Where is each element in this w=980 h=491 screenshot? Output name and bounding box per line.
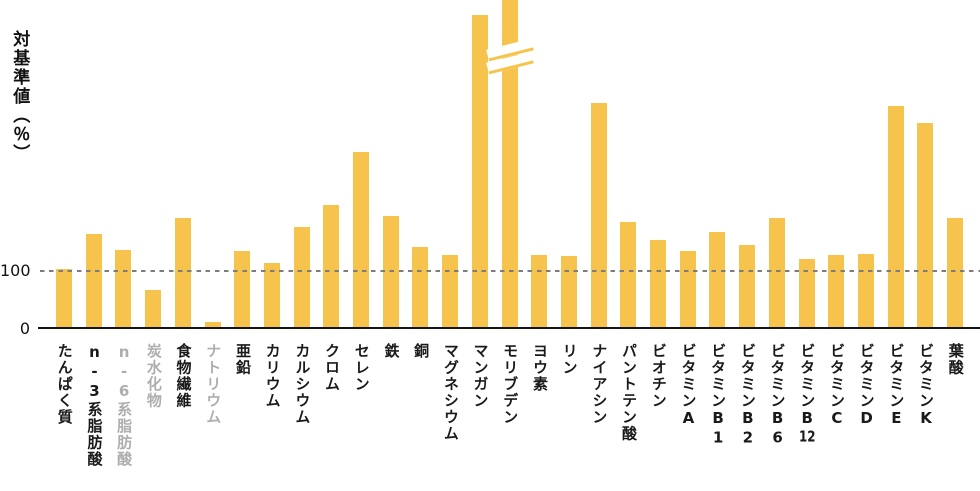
bar-銅 [412,247,429,329]
bar-マンガン [471,15,488,329]
plot-area [38,0,980,329]
x-label-ビタミンE: ビタミンE [887,343,906,429]
axis-break-mark [485,38,534,78]
x-label-ビタミンK: ビタミンK [917,343,936,429]
bar-ビタミンE [887,106,904,329]
x-label-マグネシウム: マグネシウム [441,343,460,442]
x-label-ビタミンB2: ビタミンB2 [738,343,757,448]
x-label-ビタミンB1: ビタミンB1 [709,343,728,448]
bar-マグネシウム [442,255,459,329]
x-label-モリブデン: モリブデン [501,343,520,426]
bar-n-6系脂肪酸 [115,250,132,329]
bar-葉酸 [947,218,963,329]
x-label-ヨウ素: ヨウ素 [530,343,549,393]
x-label-ビタミンB6: ビタミンB6 [768,343,787,448]
bar-ビタミンB6 [768,218,785,329]
x-label-n-6系脂肪酸: n-6系脂肪酸 [115,343,134,468]
bar-ビタミンB1 [709,232,726,329]
x-axis-line [38,327,980,329]
x-label-ビタミンA: ビタミンA [679,343,698,429]
bar-クロム [323,205,340,329]
bar-たんぱく質 [56,269,72,329]
bar-ビオチン [650,240,666,329]
x-label-炭水化物: 炭水化物 [144,343,163,409]
bar-n-3系脂肪酸 [85,234,102,329]
x-labels-container: たんぱく質 n-3系脂肪酸 n-6系脂肪酸 炭水化物 食物繊維 ナトリウム 亜鉛 カリウム カル… [0,343,980,491]
y-axis-title: 対基準値（％） [9,30,30,163]
bar-ビタミンD [857,254,874,329]
reference-line-100 [40,270,980,272]
x-label-ビタミンC: ビタミンC [827,343,846,429]
x-label-カルシウム: カルシウム [293,343,312,426]
bar-炭水化物 [145,290,162,329]
bar-パントテン酸 [620,222,637,329]
bar-モリブデン [501,0,518,329]
bar-ビタミンB2 [739,245,756,329]
bar-カリウム [263,263,280,329]
bar-リン [560,256,577,329]
x-label-食物繊維: 食物繊維 [174,343,193,409]
bar-ビタミンB12 [798,259,815,329]
x-label-マンガン: マンガン [471,343,490,409]
bars-container [56,0,963,329]
bar-鉄 [382,216,399,329]
x-label-葉酸: 葉酸 [946,343,965,376]
bar-ヨウ素 [531,255,548,329]
x-label-ビタミンB12: ビタミンB12 [798,343,817,444]
x-label-ナイアシン: ナイアシン [590,343,609,426]
x-label-銅: 銅 [412,343,431,360]
x-label-n-3系脂肪酸: n-3系脂肪酸 [85,343,104,468]
bar-カルシウム [293,227,310,329]
bar-ナイアシン [590,103,607,329]
x-label-クロム: クロム [323,343,342,393]
x-label-ビタミンD: ビタミンD [857,343,876,429]
x-label-パントテン酸: パントテン酸 [620,343,639,442]
x-label-亜鉛: 亜鉛 [233,343,252,376]
x-label-鉄: 鉄 [382,343,401,360]
x-label-セレン: セレン [352,343,371,393]
bar-ビタミンA [679,251,696,329]
bar-亜鉛 [234,251,251,329]
x-label-ビオチン: ビオチン [649,343,668,409]
bar-セレン [353,152,369,329]
x-label-たんぱく質: たんぱく質 [55,343,74,426]
bar-ビタミンK [917,123,934,329]
bar-食物繊維 [174,218,191,329]
y-tick-0: 0 [19,319,30,338]
x-label-リン: リン [560,343,579,376]
x-label-カリウム: カリウム [263,343,282,409]
bar-ナトリウム [204,322,221,329]
y-tick-100: 100 [0,261,31,280]
x-label-ナトリウム: ナトリウム [204,343,223,426]
bar-ビタミンC [828,255,845,329]
